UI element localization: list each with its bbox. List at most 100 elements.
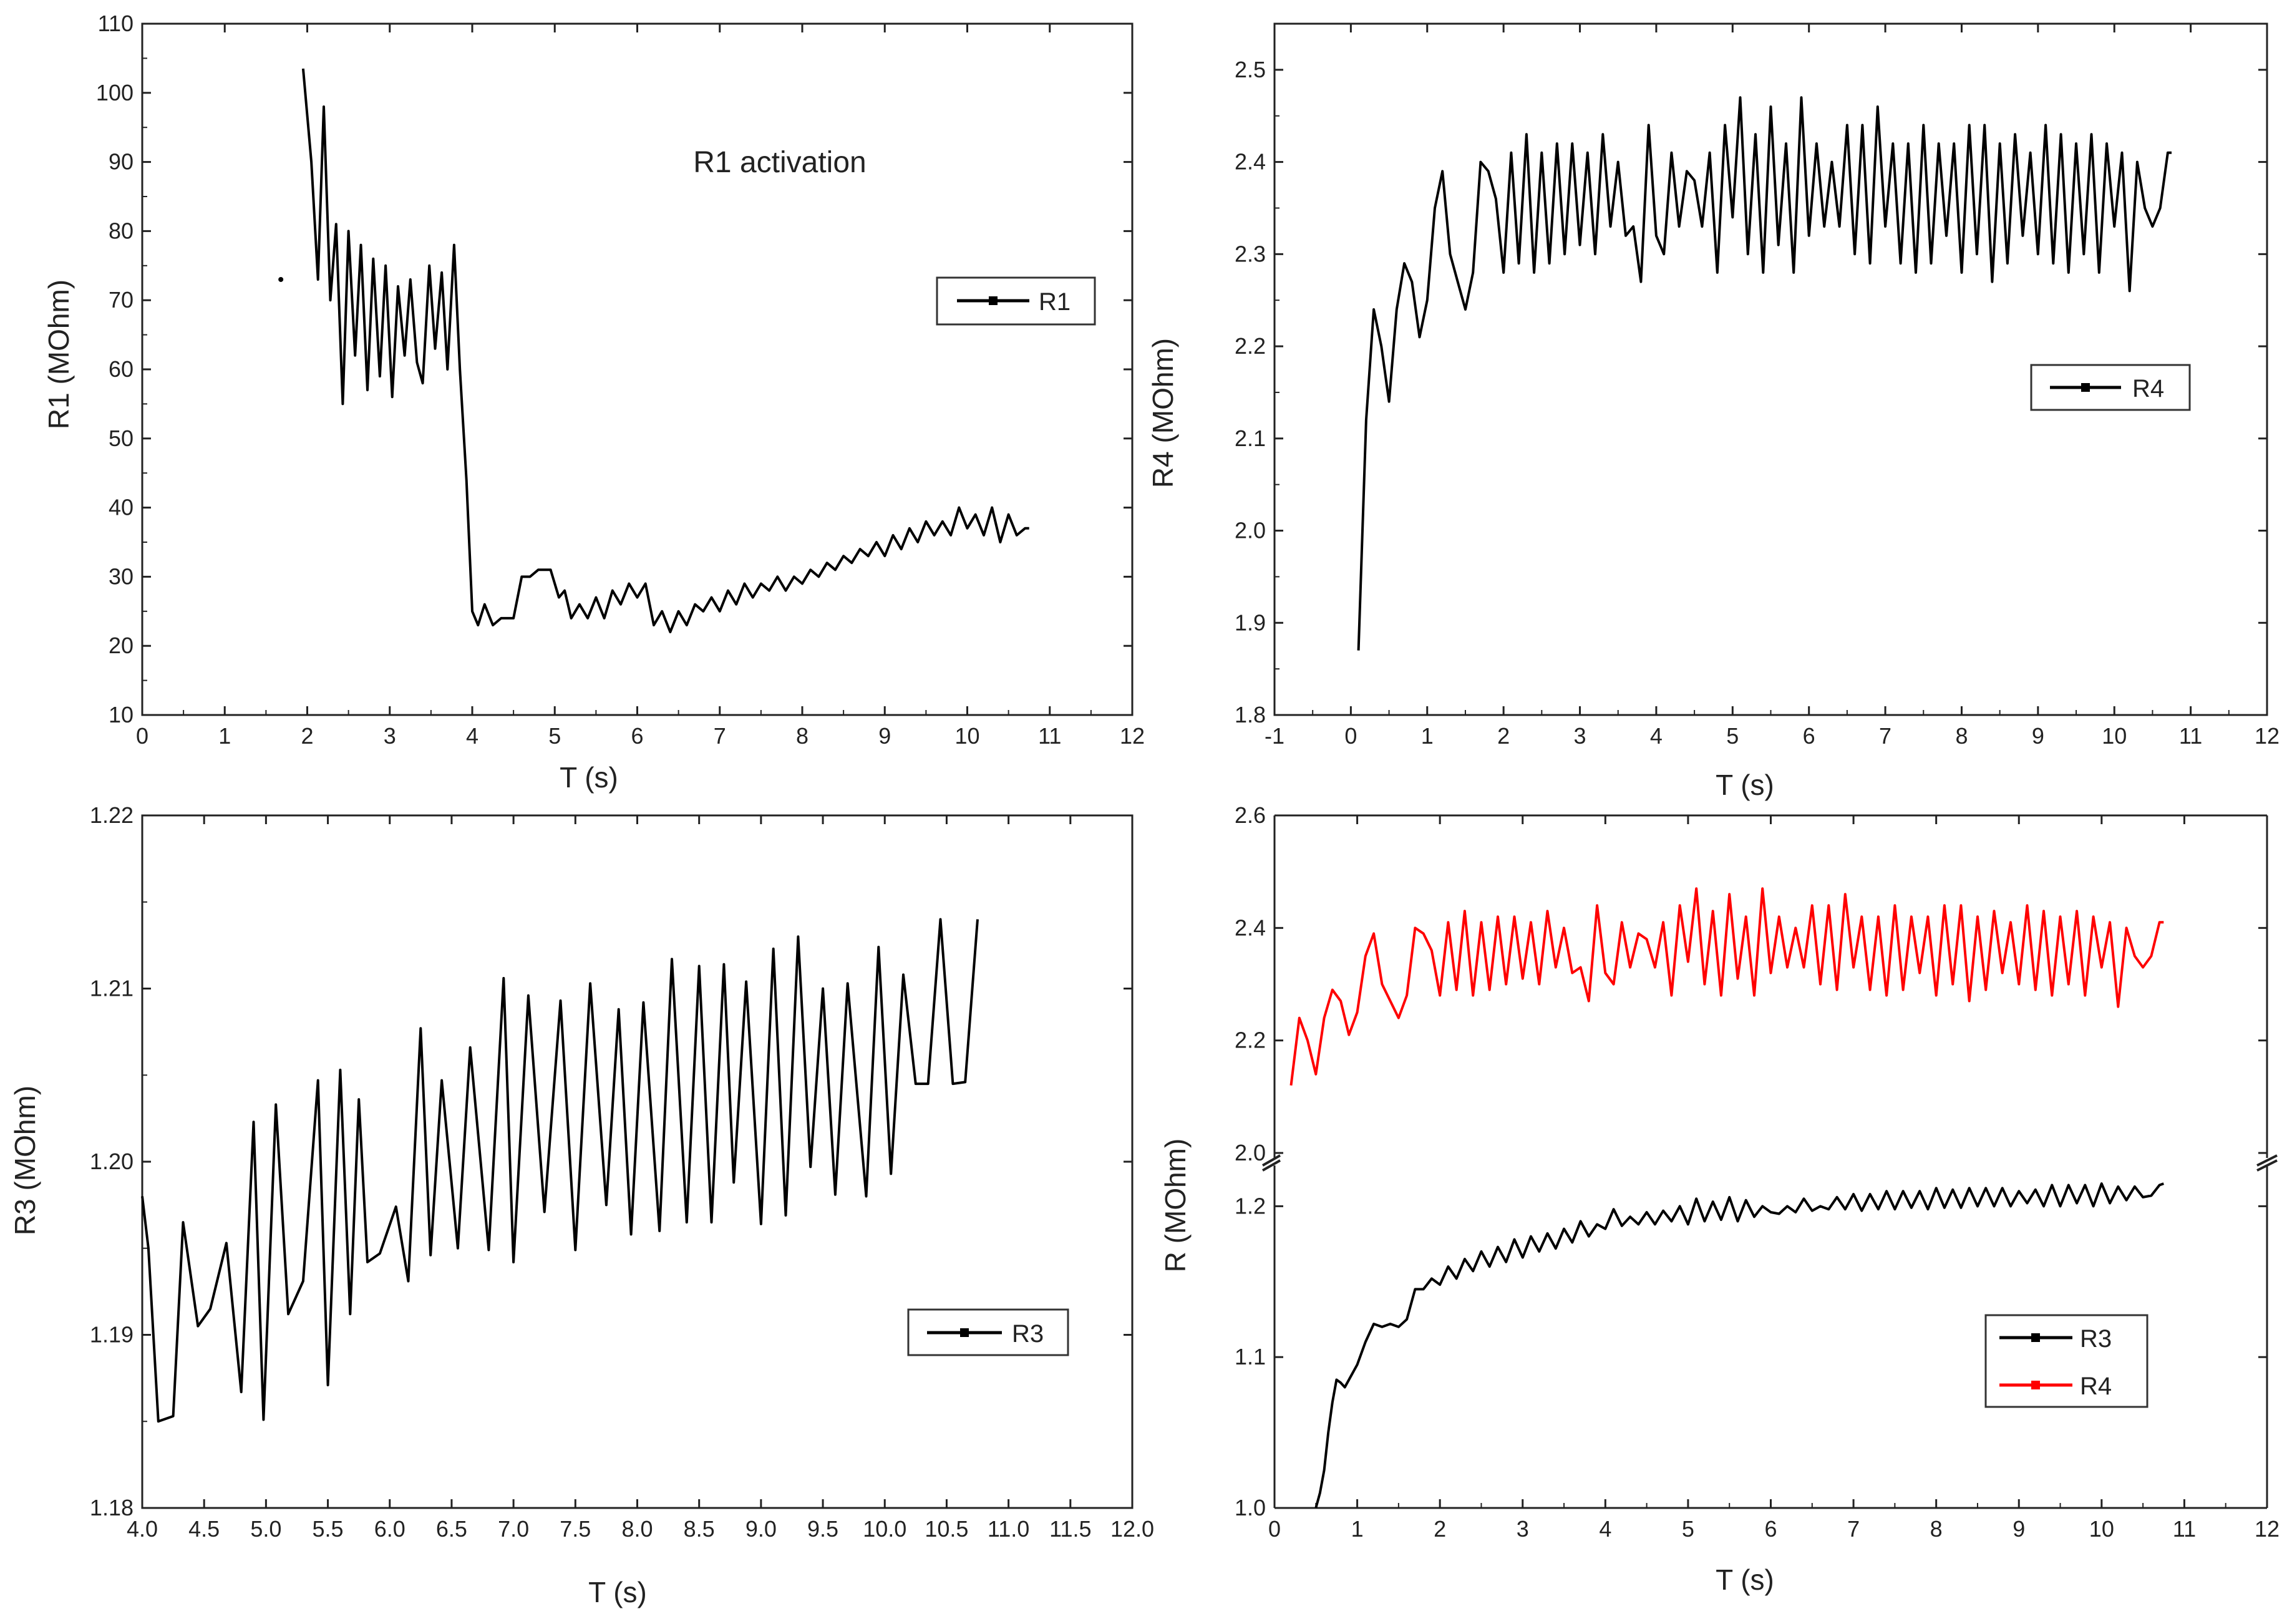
- r3-legend-label: R3: [1012, 1320, 1044, 1348]
- r34-x-axis-label: T (s): [1716, 1563, 1774, 1596]
- r3-x-axis-label: T (s): [588, 1576, 647, 1608]
- r4-y-tick-label: 1.8: [1235, 702, 1266, 727]
- r1-y-tick-label: 30: [109, 563, 134, 589]
- r4-x-tick-label: 3: [1574, 723, 1586, 749]
- r1-x-tick-label: 5: [548, 723, 561, 749]
- r34-x-tick-label: 3: [1517, 1516, 1529, 1542]
- r3-legend: R3: [907, 1308, 1069, 1356]
- r34-x-tick-label: 12: [2255, 1516, 2280, 1542]
- r1-x-tick-label: 9: [878, 723, 891, 749]
- r3-x-tick-label: 7.0: [498, 1516, 529, 1542]
- r4-x-tick-label: 4: [1650, 723, 1663, 749]
- r34-axis-break-marks: [1262, 1154, 2278, 1172]
- r3-y-tick-label: 1.21: [90, 976, 134, 1001]
- r4-x-tick-label: 5: [1726, 723, 1739, 749]
- r34-y-tick-label-lower: 1.0: [1235, 1495, 1266, 1520]
- r1-x-tick-label: 12: [1120, 723, 1145, 749]
- r34-x-tick-label: 2: [1434, 1516, 1446, 1542]
- r34-axis-break-left-2: [1262, 1159, 1281, 1172]
- r4-x-axis-label: T (s): [1716, 769, 1774, 801]
- r34-marks: 0 1 2 3 4 5 6 7 8 9 10 11 122.02.22.42.61.01.11.2: [1235, 802, 2280, 1542]
- r1-annotation: R1 activation: [693, 146, 866, 179]
- r1-y-tick-label: 10: [109, 702, 134, 727]
- r3-y-tick-label: 1.20: [90, 1149, 134, 1174]
- r3-x-tick-label: 9.5: [807, 1516, 838, 1542]
- r34-y-tick-label-upper: 2.2: [1235, 1028, 1266, 1053]
- r34-y-tick-label-upper: 2.0: [1235, 1140, 1266, 1165]
- r1-series-line: [301, 68, 1029, 633]
- chart-r1: 0 1 2 3 4 5 6 7 8 9 10 11 12102030405060708090100110…: [42, 11, 1145, 794]
- r1-y-tick-label: 60: [109, 356, 134, 382]
- chart-r4: -1 0 1 2 3 4 5 6 7 8 9 10 11 121.81.92.02.12.22.32.42…: [1147, 22, 2280, 801]
- r1-x-tick-label: 6: [631, 723, 643, 749]
- r4-legend-marker: [2081, 383, 2090, 392]
- r1-legend: R1: [936, 276, 1096, 326]
- r1-x-axis-label: T (s): [560, 761, 618, 794]
- r3-legend-marker: [960, 1328, 969, 1337]
- r3-y-axis-label: R3 (MOhm): [9, 1086, 41, 1235]
- r1-x-tick-label: 2: [301, 723, 313, 749]
- r3-x-tick-label: 6.5: [436, 1516, 467, 1542]
- r4-x-tick-label: 12: [2255, 723, 2280, 749]
- r3-marks: 4.0 4.5 5.0 5.5 6.0 6.5 7.0 7.5 8.0 8.5 9.0 9.5 10.0…: [90, 802, 1154, 1542]
- r3-series-line: [141, 918, 979, 1423]
- r34-r3-series-line: [1314, 1182, 2164, 1509]
- r34-x-tick-label: 1: [1351, 1516, 1364, 1542]
- r4-y-axis-label: R4 (MOhm): [1147, 338, 1179, 488]
- r4-x-tick-label: 6: [1803, 723, 1815, 749]
- r3-x-tick-label: 5.0: [250, 1516, 281, 1542]
- r34-x-tick-label: 9: [2013, 1516, 2025, 1542]
- r3-y-tick-label: 1.18: [90, 1495, 134, 1520]
- r34-x-tick-label: 6: [1764, 1516, 1777, 1542]
- r34-y-tick-label-upper: 2.6: [1235, 802, 1266, 828]
- r3-x-tick-label: 7.5: [560, 1516, 591, 1542]
- r34-x-tick-label: 8: [1930, 1516, 1943, 1542]
- r3-y-tick-label: 1.19: [90, 1322, 134, 1348]
- r3-x-tick-label: 5.5: [313, 1516, 344, 1542]
- r3-x-tick-label: 8.0: [621, 1516, 653, 1542]
- r34-y-tick-label-lower: 1.1: [1235, 1344, 1266, 1369]
- r1-legend-marker: [989, 296, 998, 305]
- r3-x-tick-label: 10.5: [925, 1516, 968, 1542]
- r3-x-tick-label: 12.0: [1110, 1516, 1154, 1542]
- r3-x-tick-label: 11.5: [1049, 1516, 1091, 1542]
- r1-y-tick-label: 40: [109, 495, 134, 520]
- r1-x-tick-label: 3: [384, 723, 396, 749]
- r4-x-tick-label: 7: [1879, 723, 1891, 749]
- r4-x-tick-label: -1: [1265, 723, 1284, 749]
- r4-x-tick-label: 11: [2179, 723, 2202, 749]
- r1-legend-label: R1: [1039, 288, 1071, 316]
- r4-y-tick-label: 1.9: [1235, 610, 1266, 635]
- chart-r3-r4: 0 1 2 3 4 5 6 7 8 9 10 11 122.02.22.42.61.01.11.2 R3…: [1159, 802, 2280, 1596]
- r34-x-tick-label: 4: [1599, 1516, 1611, 1542]
- r34-x-tick-label: 0: [1268, 1516, 1281, 1542]
- r34-axis-break-left-1: [1262, 1154, 1281, 1167]
- r34-x-tick-label: 5: [1682, 1516, 1694, 1542]
- r4-x-tick-label: 1: [1421, 723, 1434, 749]
- r1-series-isolated-point: [278, 276, 284, 282]
- r3-x-tick-label: 4.5: [188, 1516, 220, 1542]
- r1-y-tick-label: 70: [109, 287, 134, 313]
- r1-y-tick-label: 50: [109, 425, 134, 451]
- r4-y-tick-label: 2.1: [1235, 425, 1266, 451]
- r3-x-tick-label: 6.0: [374, 1516, 405, 1542]
- r1-x-tick-label: 11: [1038, 723, 1061, 749]
- r34-x-tick-label: 7: [1847, 1516, 1860, 1542]
- r1-y-tick-label: 90: [109, 149, 134, 175]
- r34-axis-break-right-2: [2256, 1159, 2278, 1172]
- r3-x-tick-label: 9.0: [745, 1516, 777, 1542]
- r3-x-tick-label: 10.0: [863, 1516, 906, 1542]
- r3-x-tick-label: 8.5: [684, 1516, 715, 1542]
- r1-x-tick-label: 4: [466, 723, 478, 749]
- r3-x-tick-label: 4.0: [127, 1516, 158, 1542]
- r34-x-tick-label: 10: [2089, 1516, 2114, 1542]
- r3-x-tick-label: 11.0: [988, 1516, 1029, 1542]
- r34-legend: R3 R4: [1984, 1314, 2149, 1408]
- r1-x-tick-label: 0: [136, 723, 148, 749]
- r4-x-tick-label: 2: [1497, 723, 1510, 749]
- r1-y-tick-label: 80: [109, 218, 134, 243]
- r1-y-axis-label: R1 (MOhm): [42, 280, 75, 429]
